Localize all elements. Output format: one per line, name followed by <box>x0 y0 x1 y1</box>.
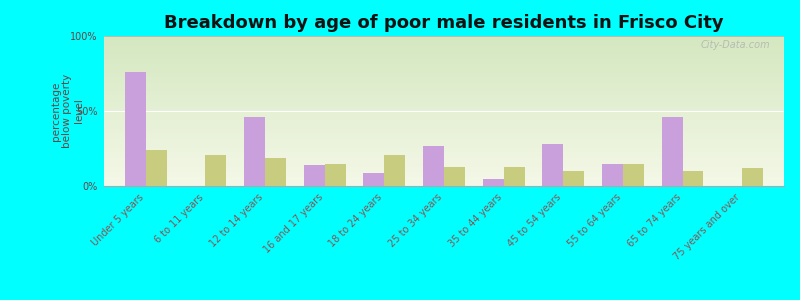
Bar <box>206 154 226 186</box>
Bar <box>244 117 265 186</box>
Bar <box>682 171 703 186</box>
Bar <box>265 158 286 186</box>
Bar <box>623 164 644 186</box>
Title: Breakdown by age of poor male residents in Frisco City: Breakdown by age of poor male residents … <box>164 14 724 32</box>
Bar <box>602 164 623 186</box>
Bar <box>384 154 406 186</box>
Text: City-Data.com: City-Data.com <box>701 40 770 50</box>
Bar <box>504 167 525 186</box>
Bar <box>542 144 563 186</box>
Bar <box>363 172 384 186</box>
Bar <box>482 178 504 186</box>
Bar <box>662 117 682 186</box>
Bar <box>742 168 763 186</box>
Bar <box>304 165 325 186</box>
Bar <box>146 150 166 186</box>
Bar <box>563 171 584 186</box>
Y-axis label: percentage
below poverty
level: percentage below poverty level <box>51 74 84 148</box>
Bar <box>444 167 465 186</box>
Bar <box>423 146 444 186</box>
Bar <box>325 164 346 186</box>
Bar <box>125 72 146 186</box>
